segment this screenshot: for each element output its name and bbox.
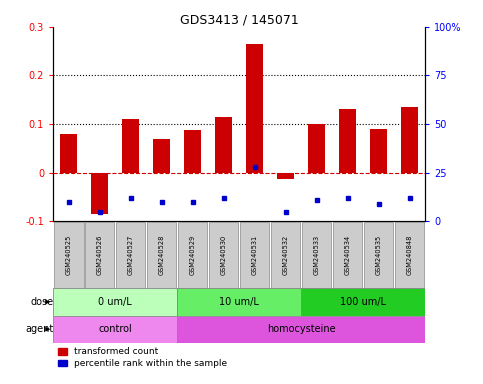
Bar <box>401 107 418 173</box>
Bar <box>302 222 331 288</box>
Text: GSM240848: GSM240848 <box>407 235 412 275</box>
Bar <box>153 139 170 173</box>
Bar <box>177 316 425 343</box>
Bar <box>147 222 176 288</box>
Bar <box>122 119 139 173</box>
Bar <box>395 222 425 288</box>
Text: 0 um/L: 0 um/L <box>98 297 132 307</box>
Bar <box>370 129 387 173</box>
Text: GSM240526: GSM240526 <box>97 235 102 275</box>
Text: GSM240530: GSM240530 <box>221 235 227 275</box>
Text: homocysteine: homocysteine <box>267 324 335 334</box>
Bar <box>184 130 201 173</box>
Text: GSM240533: GSM240533 <box>313 235 320 275</box>
Text: dose: dose <box>30 297 53 307</box>
Text: 10 um/L: 10 um/L <box>219 297 259 307</box>
Bar <box>301 288 425 316</box>
Text: GSM240529: GSM240529 <box>190 235 196 275</box>
Bar <box>308 124 325 173</box>
Text: GSM240525: GSM240525 <box>66 235 71 275</box>
Text: GSM240531: GSM240531 <box>252 235 257 275</box>
Bar <box>177 288 301 316</box>
Bar <box>277 173 294 179</box>
Bar <box>91 173 108 214</box>
Bar <box>53 288 177 316</box>
Bar <box>333 222 362 288</box>
Text: control: control <box>98 324 132 334</box>
Text: GSM240528: GSM240528 <box>158 235 165 275</box>
Bar <box>178 222 208 288</box>
Bar <box>364 222 394 288</box>
Bar <box>53 316 177 343</box>
Bar <box>339 109 356 173</box>
Text: GSM240532: GSM240532 <box>283 235 288 275</box>
Text: agent: agent <box>25 324 53 334</box>
Text: GSM240527: GSM240527 <box>128 235 134 275</box>
Bar <box>60 134 77 173</box>
Text: GSM240534: GSM240534 <box>344 235 351 275</box>
Text: GSM240535: GSM240535 <box>376 235 382 275</box>
Bar <box>240 222 270 288</box>
Text: 100 um/L: 100 um/L <box>340 297 386 307</box>
Title: GDS3413 / 145071: GDS3413 / 145071 <box>180 14 298 27</box>
Bar <box>209 222 239 288</box>
Bar <box>54 222 84 288</box>
Bar <box>85 222 114 288</box>
Bar <box>270 222 300 288</box>
Legend: transformed count, percentile rank within the sample: transformed count, percentile rank withi… <box>57 348 227 368</box>
Bar <box>246 44 263 173</box>
Bar <box>215 117 232 173</box>
Bar <box>116 222 145 288</box>
